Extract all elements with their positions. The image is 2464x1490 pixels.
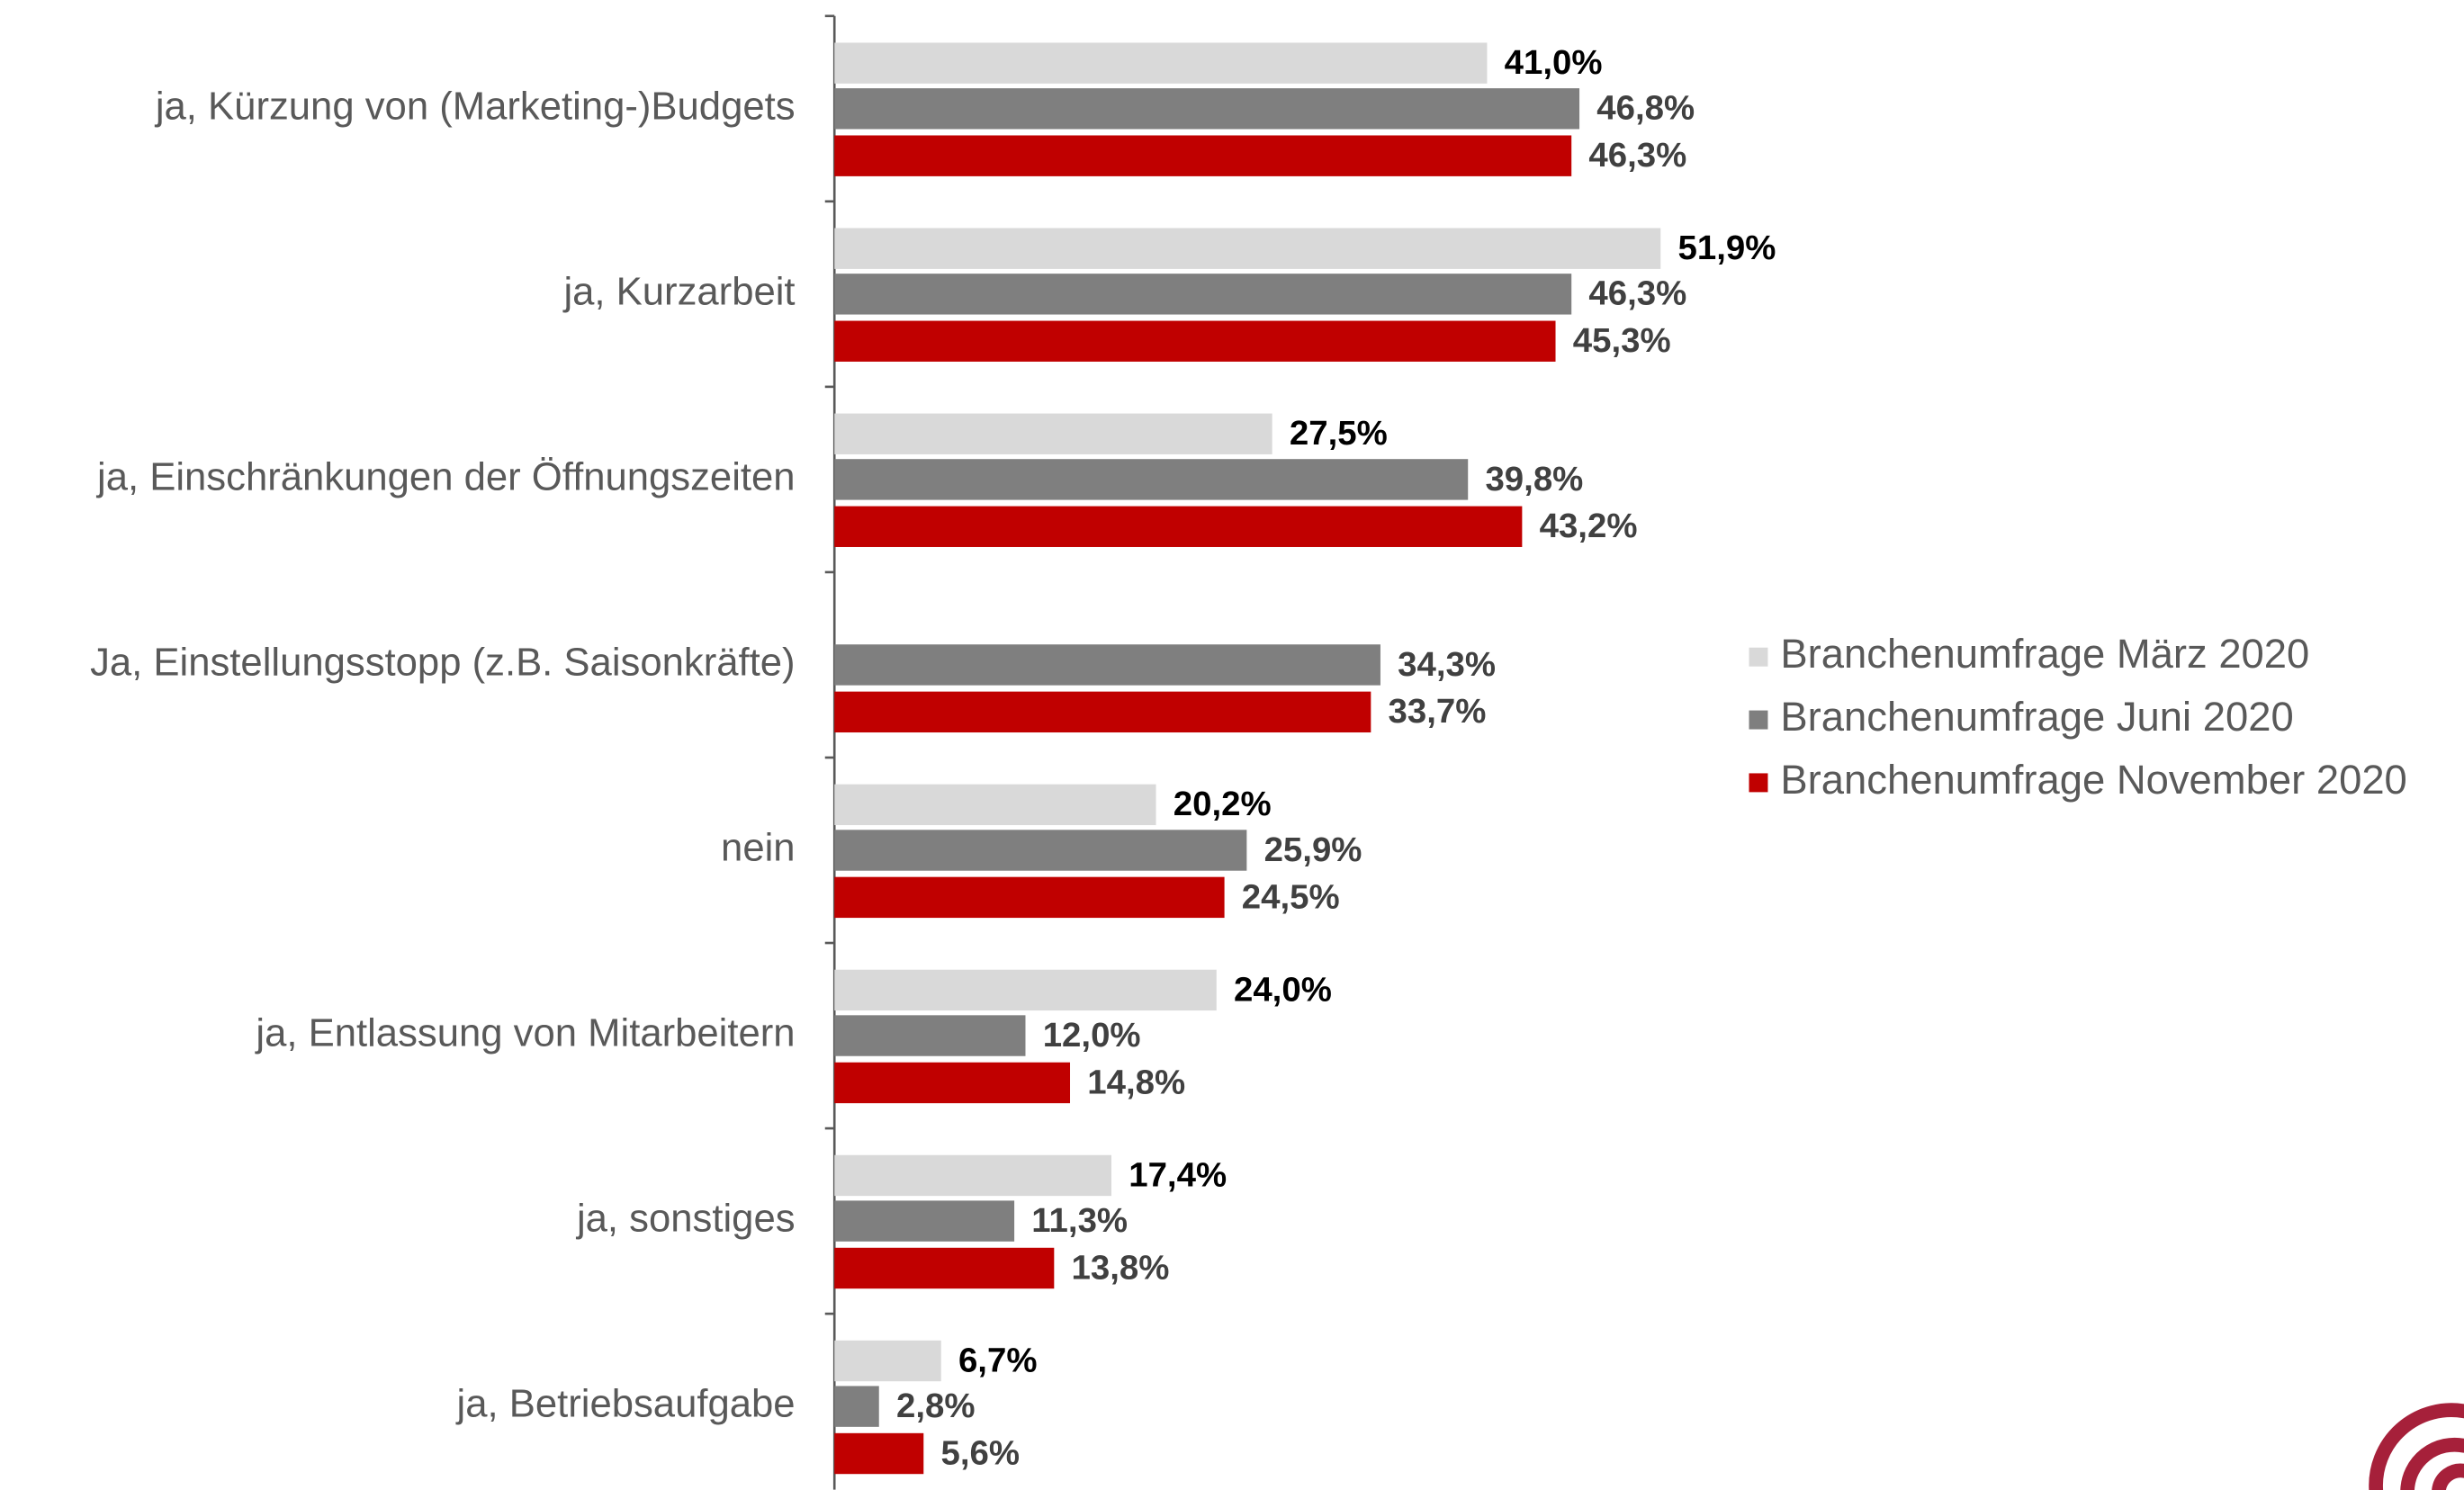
bar (834, 644, 1380, 686)
legend-swatch (1749, 773, 1768, 793)
bar (834, 1015, 1026, 1056)
bar (834, 42, 1488, 84)
category-label: Ja, Einstellungsstopp (z.B. Saisonkräfte… (90, 640, 795, 684)
value-label: 46,8% (1596, 89, 1695, 128)
value-label: 24,0% (1234, 970, 1332, 1009)
value-label: 51,9% (1677, 229, 1776, 267)
category-label: ja, Kürzung von (Marketing-)Budgets (154, 84, 796, 128)
bar (834, 969, 1217, 1011)
value-label: 34,3% (1398, 645, 1496, 684)
value-label: 27,5% (1290, 414, 1388, 453)
value-label: 11,3% (1031, 1201, 1128, 1240)
bar (834, 274, 1572, 315)
legend-label: Branchenumfrage Juni 2020 (1780, 694, 2293, 740)
legend-swatch (1749, 710, 1768, 730)
legend-label: Branchenumfrage März 2020 (1780, 631, 2309, 677)
bar (834, 830, 1247, 871)
logo-arc (2432, 1463, 2464, 1490)
value-label: 43,2% (1540, 507, 1638, 545)
value-label: 45,3% (1573, 321, 1671, 360)
value-label: 46,3% (1588, 136, 1686, 175)
category-label: ja, Einschränkungen der Öffnungszeiten (95, 454, 796, 498)
logo-arc (2400, 1437, 2464, 1490)
bar (834, 1200, 1015, 1242)
bar (834, 1154, 1112, 1197)
value-label: 13,8% (1072, 1248, 1170, 1287)
bar (834, 876, 1225, 919)
bar (834, 1247, 1055, 1289)
bar (834, 135, 1572, 176)
bar (834, 228, 1661, 269)
logo (2369, 1403, 2464, 1490)
value-label: 5,6% (940, 1433, 1020, 1472)
value-label: 24,5% (1242, 877, 1340, 916)
category-label: ja, Kurzarbeit (562, 269, 795, 313)
bar (834, 1386, 879, 1427)
bar (834, 320, 1556, 362)
value-label: 17,4% (1129, 1155, 1227, 1194)
bar (834, 413, 1272, 454)
value-label: 25,9% (1264, 830, 1362, 869)
logo-arc (2369, 1403, 2464, 1490)
value-label: 39,8% (1485, 460, 1583, 498)
legend-label: Branchenumfrage November 2020 (1780, 757, 2406, 803)
value-label: 20,2% (1174, 785, 1272, 823)
category-label: ja, Entlassung von Mitarbeitern (254, 1011, 795, 1055)
value-label: 33,7% (1389, 692, 1487, 731)
bar (834, 784, 1156, 826)
bar (834, 459, 1469, 500)
bar (834, 1432, 924, 1475)
value-label: 2,8% (896, 1387, 976, 1425)
value-label: 46,3% (1588, 274, 1686, 313)
value-label: 6,7% (958, 1341, 1038, 1379)
category-label: ja, sonstiges (575, 1197, 796, 1241)
category-label: nein (721, 826, 796, 870)
value-label: 41,0% (1505, 43, 1603, 82)
bar (834, 1062, 1071, 1104)
value-label: 12,0% (1043, 1016, 1141, 1055)
bar (834, 506, 1523, 547)
bar (834, 691, 1371, 733)
value-label: 14,8% (1087, 1063, 1185, 1101)
bar (834, 88, 1580, 130)
bar (834, 1340, 941, 1382)
category-label: ja, Betriebsaufgabe (455, 1382, 796, 1426)
legend-swatch (1749, 647, 1768, 667)
